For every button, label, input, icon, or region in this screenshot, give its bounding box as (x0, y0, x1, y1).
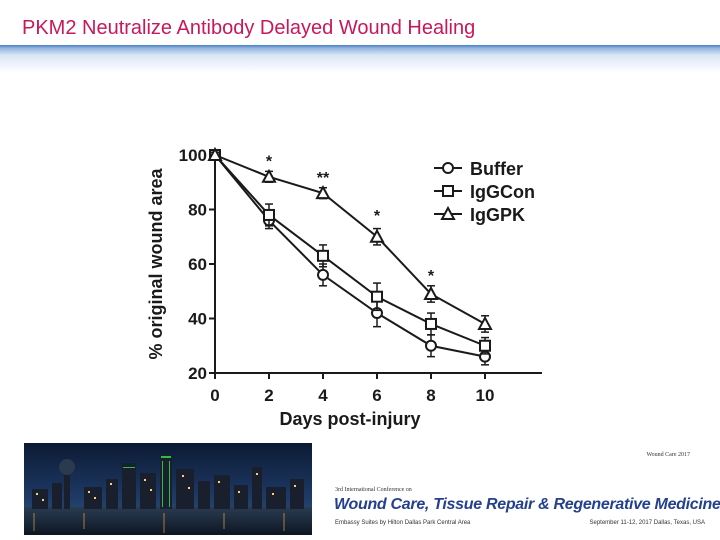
significance-marker: * (374, 208, 381, 225)
y-tick-label: 20 (188, 364, 207, 383)
y-tick-label: 100 (179, 146, 207, 165)
legend-marker (442, 185, 454, 197)
legend-item-buffer: Buffer (434, 159, 523, 179)
x-tick-label: 6 (372, 386, 381, 405)
series-line-iggcon (214, 154, 486, 347)
data-point-buffer (317, 268, 329, 281)
legend-marker (442, 162, 454, 174)
chart-axes: 20 40 60 80 100 0 2 4 6 8 10 Days post-injury % orig… (146, 146, 542, 429)
legend-label: IgGCon (470, 182, 535, 202)
chart-legend: Buffer IgGCon IgGPK (434, 159, 535, 225)
data-point-iggcon (371, 290, 383, 303)
conference-name: Wound Care, Tissue Repair & Regenerative… (334, 496, 720, 513)
legend-label: Buffer (470, 159, 523, 179)
data-point-iggcon (425, 317, 437, 330)
legend-marker (440, 205, 456, 220)
conference-edition: 3rd International Conference on (335, 487, 412, 493)
significance-marker: * (266, 153, 273, 170)
y-axis-label: % original wound area (146, 167, 166, 359)
data-point-iggpk (315, 185, 331, 200)
chart-annotations: ***** (266, 153, 435, 284)
series-line-iggpk (214, 154, 486, 325)
series-line-buffer (214, 154, 486, 358)
significance-marker: ** (317, 170, 330, 187)
series-buffer (209, 149, 491, 366)
y-tick-label: 80 (188, 201, 207, 220)
x-tick-label: 10 (476, 386, 495, 405)
y-tick-label: 60 (188, 255, 207, 274)
wound-healing-chart: 20 40 60 80 100 0 2 4 6 8 10 Days post-injury % orig… (146, 146, 542, 429)
dallas-skyline-image (24, 443, 312, 535)
x-tick-label: 0 (210, 386, 219, 405)
title-underline-bar (0, 45, 720, 73)
data-point-iggpk (477, 315, 493, 330)
conference-date: September 11-12, 2017 Dallas, Texas, USA (589, 520, 705, 526)
conference-tag: Wound Care 2017 (646, 452, 690, 458)
x-tick-label: 8 (426, 386, 435, 405)
legend-label: IgGPK (470, 205, 525, 225)
data-point-iggpk (369, 228, 385, 243)
data-point-iggpk (261, 168, 277, 183)
data-point-iggcon (263, 208, 275, 221)
y-tick-label: 40 (188, 310, 207, 329)
conference-banner: Wound Care 2017 3rd International Confer… (330, 452, 720, 537)
legend-item-iggcon: IgGCon (434, 182, 535, 202)
data-point-buffer (425, 339, 437, 352)
series-iggpk (207, 146, 493, 333)
x-axis-label: Days post-injury (279, 409, 420, 429)
conference-venue: Embassy Suites by Hilton Dallas Park Cen… (335, 520, 471, 526)
legend-item-iggpk: IgGPK (434, 205, 525, 225)
series-iggcon (209, 149, 491, 355)
chart-series (207, 146, 493, 366)
data-point-iggcon (317, 249, 329, 262)
x-tick-label: 2 (264, 386, 273, 405)
slide-title: PKM2 Neutralize Antibody Delayed Wound H… (22, 17, 476, 39)
data-point-iggcon (479, 339, 491, 352)
x-tick-label: 4 (318, 386, 328, 405)
data-point-iggpk (423, 285, 439, 300)
significance-marker: * (428, 268, 435, 285)
data-point-iggpk (207, 146, 223, 161)
